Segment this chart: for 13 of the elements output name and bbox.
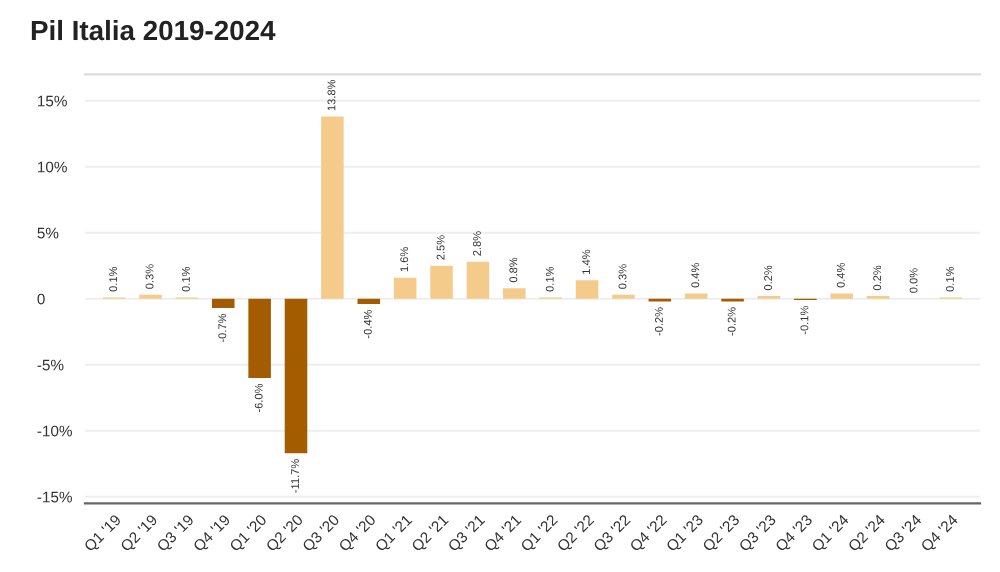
bar bbox=[211, 298, 235, 308]
bar bbox=[357, 298, 381, 305]
bar bbox=[321, 116, 344, 299]
bar bbox=[684, 293, 708, 299]
bar bbox=[466, 261, 490, 299]
bar bbox=[284, 298, 308, 454]
chart-title: Pil Italia 2019-2024 bbox=[31, 19, 276, 41]
bar bbox=[393, 277, 417, 299]
bar bbox=[430, 265, 453, 299]
bar bbox=[503, 288, 526, 299]
bar bbox=[830, 293, 854, 299]
bar bbox=[575, 280, 599, 299]
bar bbox=[248, 298, 271, 378]
